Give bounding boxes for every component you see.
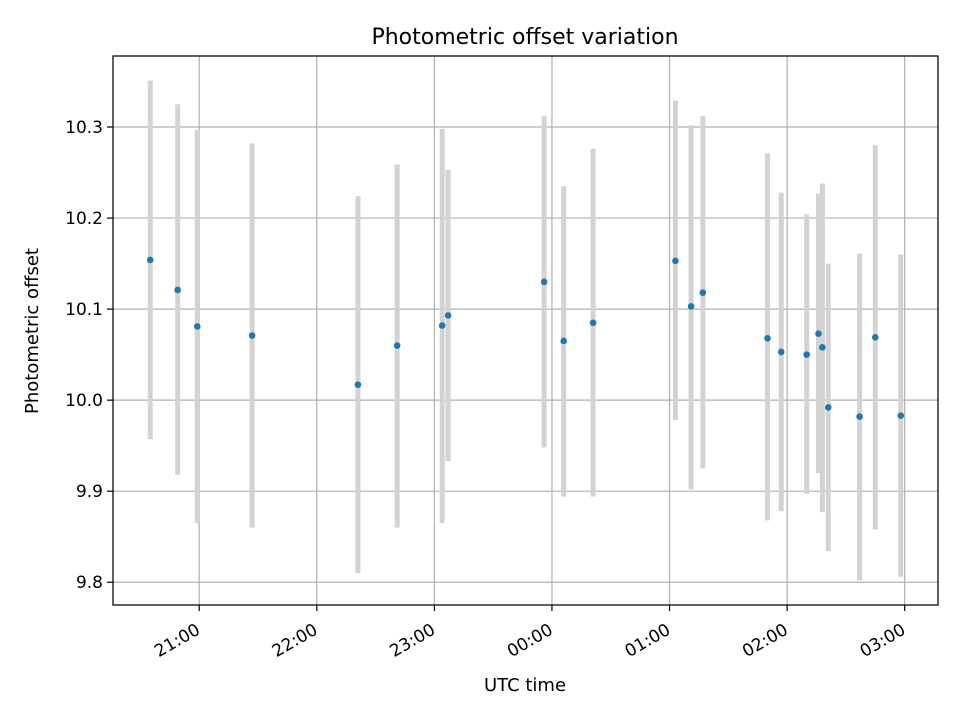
y-axis-ticks: 9.8 9.9 10.0 10.1 10.2 10.3	[65, 118, 113, 593]
y-axis-label: Photometric offset	[22, 248, 43, 414]
data-point	[193, 323, 201, 330]
data-point	[764, 334, 771, 342]
data-point	[444, 312, 452, 319]
data-point	[699, 289, 707, 297]
data-point	[540, 278, 548, 286]
x-axis-label: UTC time	[484, 675, 566, 696]
plot-area-frame	[112, 55, 939, 606]
data-point	[824, 404, 832, 411]
data-point	[803, 351, 811, 358]
data-point	[777, 348, 785, 356]
data-point	[871, 334, 879, 341]
data-point	[560, 337, 568, 345]
data-point	[819, 344, 826, 351]
data-point	[672, 257, 679, 265]
data-point	[687, 303, 695, 310]
y-tick-label: 10.2	[65, 209, 103, 229]
data-point	[146, 256, 154, 264]
data-point	[856, 413, 863, 420]
data-point	[354, 381, 362, 388]
data-points	[146, 256, 905, 420]
y-tick-label: 10.3	[65, 118, 103, 138]
data-point	[393, 342, 401, 349]
data-point	[589, 319, 597, 327]
chart-title: Photometric offset variation	[371, 25, 678, 50]
y-tick-label: 10.1	[65, 300, 103, 320]
y-tick-label: 9.8	[76, 573, 103, 593]
data-point	[248, 332, 256, 339]
data-point	[174, 286, 181, 294]
data-point	[897, 412, 905, 419]
y-tick-label: 10.0	[65, 391, 103, 411]
data-point	[815, 330, 822, 337]
y-tick-label: 9.9	[76, 482, 103, 502]
data-point	[438, 322, 446, 329]
